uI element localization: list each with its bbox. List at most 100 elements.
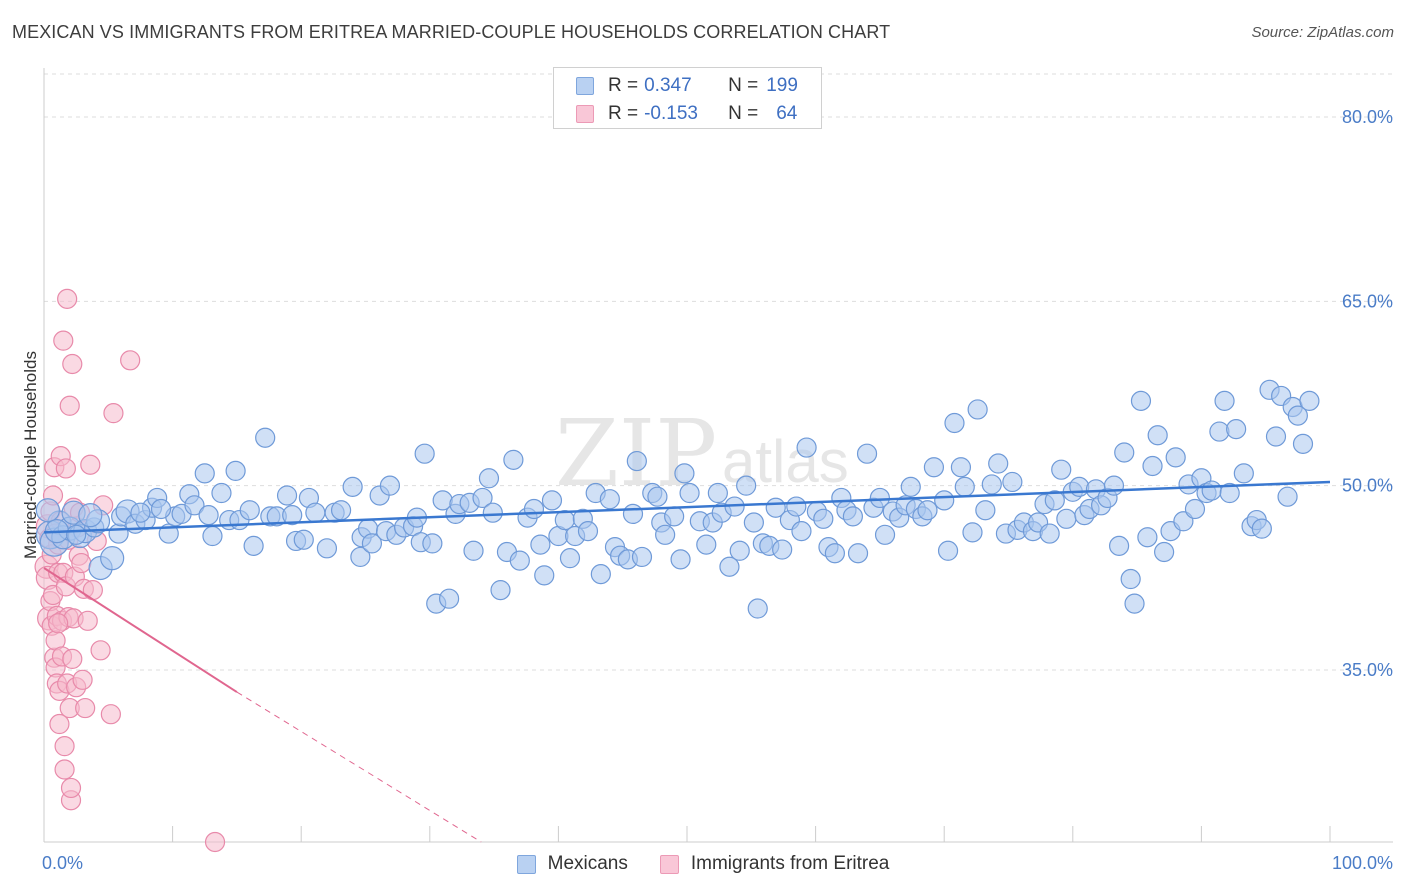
mexicans-point [472,487,493,509]
x-tick-max: 100.0% [1332,853,1393,873]
mexicans-point [988,453,1009,474]
axis-labels: Married-couple Households 0.0% 100.0% 35… [21,107,1393,873]
mexicans-point [211,482,232,504]
y-tick-label: 50.0% [1342,476,1393,496]
mexicans-point [954,476,975,497]
mexicans-point [670,549,691,570]
mexicans-point [772,539,793,560]
source-note: Source: ZipAtlas.com [1251,24,1394,41]
mexicans-point [626,450,647,472]
mexicans-point [1137,527,1158,548]
mexicans-point [509,550,530,571]
mexicans-point [1184,498,1206,520]
mexicans-point [679,482,700,504]
mexicans-point [869,487,891,509]
mexicans-point [1039,523,1060,544]
mexicans-point [923,457,945,478]
mexicans-point [422,533,443,554]
mexicans-point [225,460,246,482]
mexicans-point [590,564,611,585]
trend-lines [43,480,1331,843]
legend: Mexicans Immigrants from Eritrea [0,850,1406,878]
mexicans-point [664,506,685,527]
mexicans-point [438,588,460,609]
mexicans-point [1124,593,1145,614]
watermark: ZIP atlas [555,400,849,507]
mexicans-point [1142,455,1163,477]
y-tick-label: 65.0% [1342,291,1393,311]
mexicans-point [293,529,314,550]
stats-r-label: R = [608,103,639,124]
legend-item-eritrea[interactable]: Immigrants from Eritrea [659,853,890,875]
eritrea-points [34,288,226,853]
mexicans-point [791,521,812,542]
mexicans-point [130,502,151,523]
mexicans-point [975,500,996,521]
eritrea-point [54,759,75,780]
mexicans-point [707,482,728,504]
eritrea-point [204,831,226,853]
mexicans-point [361,533,383,554]
mexicans-trend-line [43,480,1331,534]
mexicans-point [243,535,264,556]
legend-label-mexicans: Mexicans [547,853,628,874]
mexicans-point [962,522,983,543]
eritrea-point [103,403,124,424]
stats-row-eritrea: R = -0.153 N = 64 [576,100,797,128]
mexicans-point [736,475,757,496]
mexicans-point [414,443,435,464]
mexicans-point [490,579,511,601]
mexicans-point [1214,390,1235,411]
mexicans-point [184,495,205,516]
mexicans-point [305,502,326,523]
eritrea-point [90,640,111,661]
legend-item-mexicans[interactable]: Mexicans [516,853,628,875]
mexicans-point [108,523,129,544]
mexicans-point [1209,421,1230,442]
mexicans-point [1056,508,1077,529]
mexicans-point [1130,390,1152,411]
mexicans-point [747,598,768,619]
eritrea-point [80,454,101,475]
eritrea-point [82,579,103,601]
stats-n-value: 64 [776,103,798,124]
mexicans-point [1277,486,1298,507]
mexicans-point [1219,482,1240,504]
mexicans-point [856,443,878,464]
mexicans-point [1114,442,1135,463]
mexicans-point [967,399,988,420]
mexicans-point [674,463,695,484]
mexicans-point [1147,425,1168,446]
mexicans-point [1173,511,1194,532]
y-axis-label: Married-couple Households [21,351,40,559]
mexicans-point [330,500,352,521]
eritrea-point [59,395,80,416]
mexicans-point [342,476,363,497]
mexicans-point [198,505,219,526]
mexicans-point [743,512,764,533]
mexicans-point [559,548,581,569]
axes [43,68,1393,843]
mexicans-point [534,565,555,586]
mexicans-point [847,543,869,564]
mexicans-point [842,506,863,527]
mexicans-point [66,524,87,545]
mexicans-point [577,521,599,542]
mexicans-point [824,543,845,564]
mexicans-point [530,534,551,555]
stats-n-label: N = [728,103,759,124]
eritrea-point [72,669,93,690]
mexicans-point [1002,471,1023,493]
eritrea-point [62,353,83,375]
mexicans-point [874,524,896,545]
eritrea-point [75,697,96,719]
mexicans-point [282,505,303,526]
stats-n-value: 199 [766,75,798,96]
mexicans-point [100,546,125,571]
eritrea-point [100,704,121,725]
eritrea-point [49,713,70,735]
mexicans-point [631,546,653,568]
stats-r-label: R = [608,75,639,96]
legend-label-eritrea: Immigrants from Eritrea [690,853,890,874]
